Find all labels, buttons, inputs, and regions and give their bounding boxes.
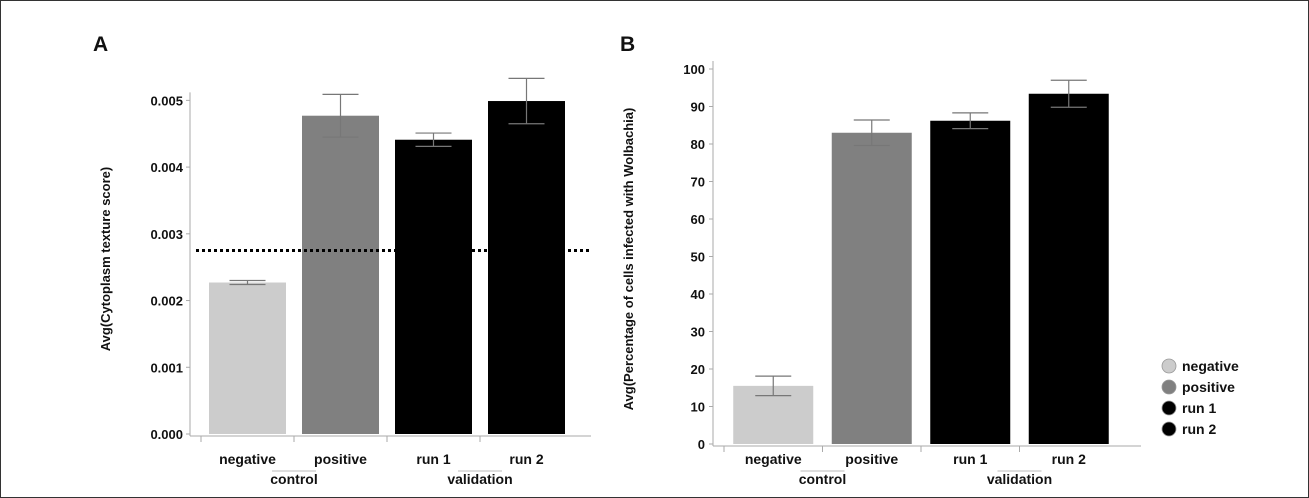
panel-b-bar-positive bbox=[831, 132, 912, 444]
panel-b-y-tick-label: 70 bbox=[691, 175, 705, 190]
panel-b-group-label: validation bbox=[987, 471, 1052, 487]
legend-marker-run-2 bbox=[1161, 421, 1177, 437]
panel-a-bar-run-2 bbox=[488, 101, 565, 434]
panel-b-category-label: negative bbox=[745, 451, 802, 467]
panel-a-letter: A bbox=[93, 33, 108, 56]
panel-b-y-axis-label: Avg(Percentage of cells infected with Wo… bbox=[621, 108, 636, 411]
legend-marker-run-1 bbox=[1161, 400, 1177, 416]
panel-a-bar-run-1 bbox=[395, 139, 472, 434]
panel-b-category-label: run 2 bbox=[1052, 451, 1086, 467]
panel-b-y-tick-label: 50 bbox=[691, 250, 705, 265]
panel-b-letter: B bbox=[620, 33, 635, 56]
panel-a-y-tick-label: 0.004 bbox=[150, 160, 183, 175]
panel-b-y-tick-label: 10 bbox=[691, 400, 705, 415]
panel-a-y-tick-label: 0.005 bbox=[150, 93, 183, 108]
panel-b-y-tick-label: 80 bbox=[691, 137, 705, 152]
panel-b-y-tick-label: 0 bbox=[698, 437, 705, 452]
legend-label: run 1 bbox=[1182, 400, 1216, 416]
panel-a-category-label: run 2 bbox=[509, 451, 543, 467]
panel-a-bar-positive bbox=[302, 115, 379, 434]
panel-a-group-label: control bbox=[270, 471, 317, 487]
panel-a-group-label: validation bbox=[447, 471, 512, 487]
legend-label: run 2 bbox=[1182, 421, 1216, 437]
panel-b-bar-run-1 bbox=[930, 120, 1011, 444]
panel-a-y-tick-label: 0.001 bbox=[150, 360, 183, 375]
panel-a-category-label: run 1 bbox=[416, 451, 450, 467]
panel-b-category-label: run 1 bbox=[953, 451, 987, 467]
panel-a-y-tick-label: 0.002 bbox=[150, 294, 183, 309]
panel-a: A Avg(Cytoplasm texture score) 0.000 0.00… bbox=[93, 33, 591, 487]
panel-b-y-tick-label: 90 bbox=[691, 100, 705, 115]
panel-b-y-tick-label: 20 bbox=[691, 362, 705, 377]
legend-label: negative bbox=[1182, 358, 1239, 374]
panel-b: B Avg(Percentage of cells infected with … bbox=[620, 33, 1141, 487]
panel-b-y-tick-label: 60 bbox=[691, 212, 705, 227]
legend-label: positive bbox=[1182, 379, 1235, 395]
panel-b-category-label: positive bbox=[845, 451, 898, 467]
panel-b-group-label: control bbox=[799, 471, 846, 487]
panel-a-category-label: positive bbox=[314, 451, 367, 467]
panel-b-bar-run-2 bbox=[1028, 93, 1109, 444]
panel-b-y-tick-label: 30 bbox=[691, 325, 705, 340]
panel-a-y-tick-label: 0.000 bbox=[150, 427, 183, 442]
panel-a-y-tick-label: 0.003 bbox=[150, 227, 183, 242]
panel-a-category-label: negative bbox=[219, 451, 276, 467]
panel-b-y-tick-label: 40 bbox=[691, 287, 705, 302]
panel-b-y-tick-label: 100 bbox=[683, 62, 705, 77]
legend-marker-positive bbox=[1161, 379, 1177, 395]
legend: negative positive run 1 run 2 bbox=[1161, 358, 1239, 437]
legend-marker-negative bbox=[1161, 358, 1177, 374]
panel-a-bar-negative bbox=[209, 282, 286, 434]
panel-a-y-axis-label: Avg(Cytoplasm texture score) bbox=[98, 167, 113, 351]
